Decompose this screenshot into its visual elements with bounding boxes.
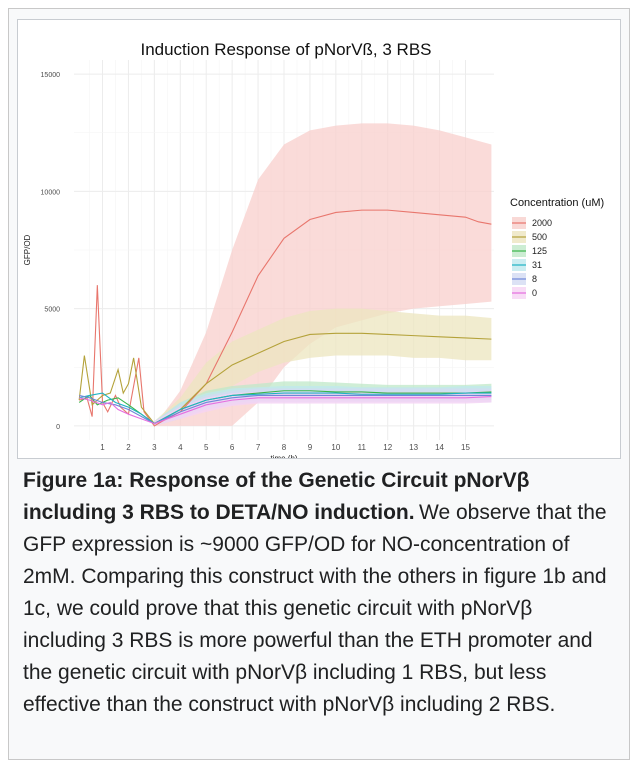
caption-body: We observe that the GFP expression is ~9… [23,501,607,716]
induction-response-chart: 123456789101112131415050001000015000time… [23,40,604,458]
legend-title: Concentration (uM) [510,197,604,209]
x-tick-label: 1 [100,443,105,452]
x-tick-label: 7 [256,443,261,452]
x-axis-label: time (h) [270,454,297,458]
legend-label-125: 125 [532,246,547,256]
chart-title: Induction Response of pNorVß, 3 RBS [140,40,431,59]
x-tick-label: 3 [152,443,157,452]
x-tick-label: 12 [383,443,392,452]
y-tick-label: 0 [56,424,60,431]
legend-label-2000: 2000 [532,218,552,228]
caption-title: Figure 1a: Response of the Genetic Circu… [23,469,530,524]
x-tick-label: 11 [358,443,367,452]
x-tick-label: 10 [331,443,340,452]
legend-label-8: 8 [532,274,537,284]
series-line-500 [78,332,492,425]
legend-label-31: 31 [532,260,542,270]
series-line-8 [79,394,492,425]
x-tick-label: 15 [461,443,470,452]
x-tick-label: 8 [282,443,287,452]
y-tick-label: 10000 [41,189,61,196]
x-tick-label: 14 [435,443,444,452]
x-tick-label: 2 [126,443,131,452]
figure-caption: Figure 1a: Response of the Genetic Circu… [23,465,619,721]
series-line-31 [79,392,492,425]
x-tick-label: 13 [409,443,418,452]
x-tick-label: 9 [308,443,313,452]
figure-frame: 123456789101112131415050001000015000time… [8,8,630,760]
y-axis-label: GFP/OD [23,234,32,265]
x-tick-label: 4 [178,443,183,452]
series-line-0 [79,396,492,425]
legend-label-0: 0 [532,288,537,298]
y-tick-label: 15000 [41,72,61,79]
y-tick-label: 5000 [44,307,60,314]
chart-image: 123456789101112131415050001000015000time… [17,19,621,459]
x-tick-label: 5 [204,443,209,452]
legend-label-500: 500 [532,232,547,242]
ribbon-500 [154,308,492,426]
x-tick-label: 6 [230,443,235,452]
